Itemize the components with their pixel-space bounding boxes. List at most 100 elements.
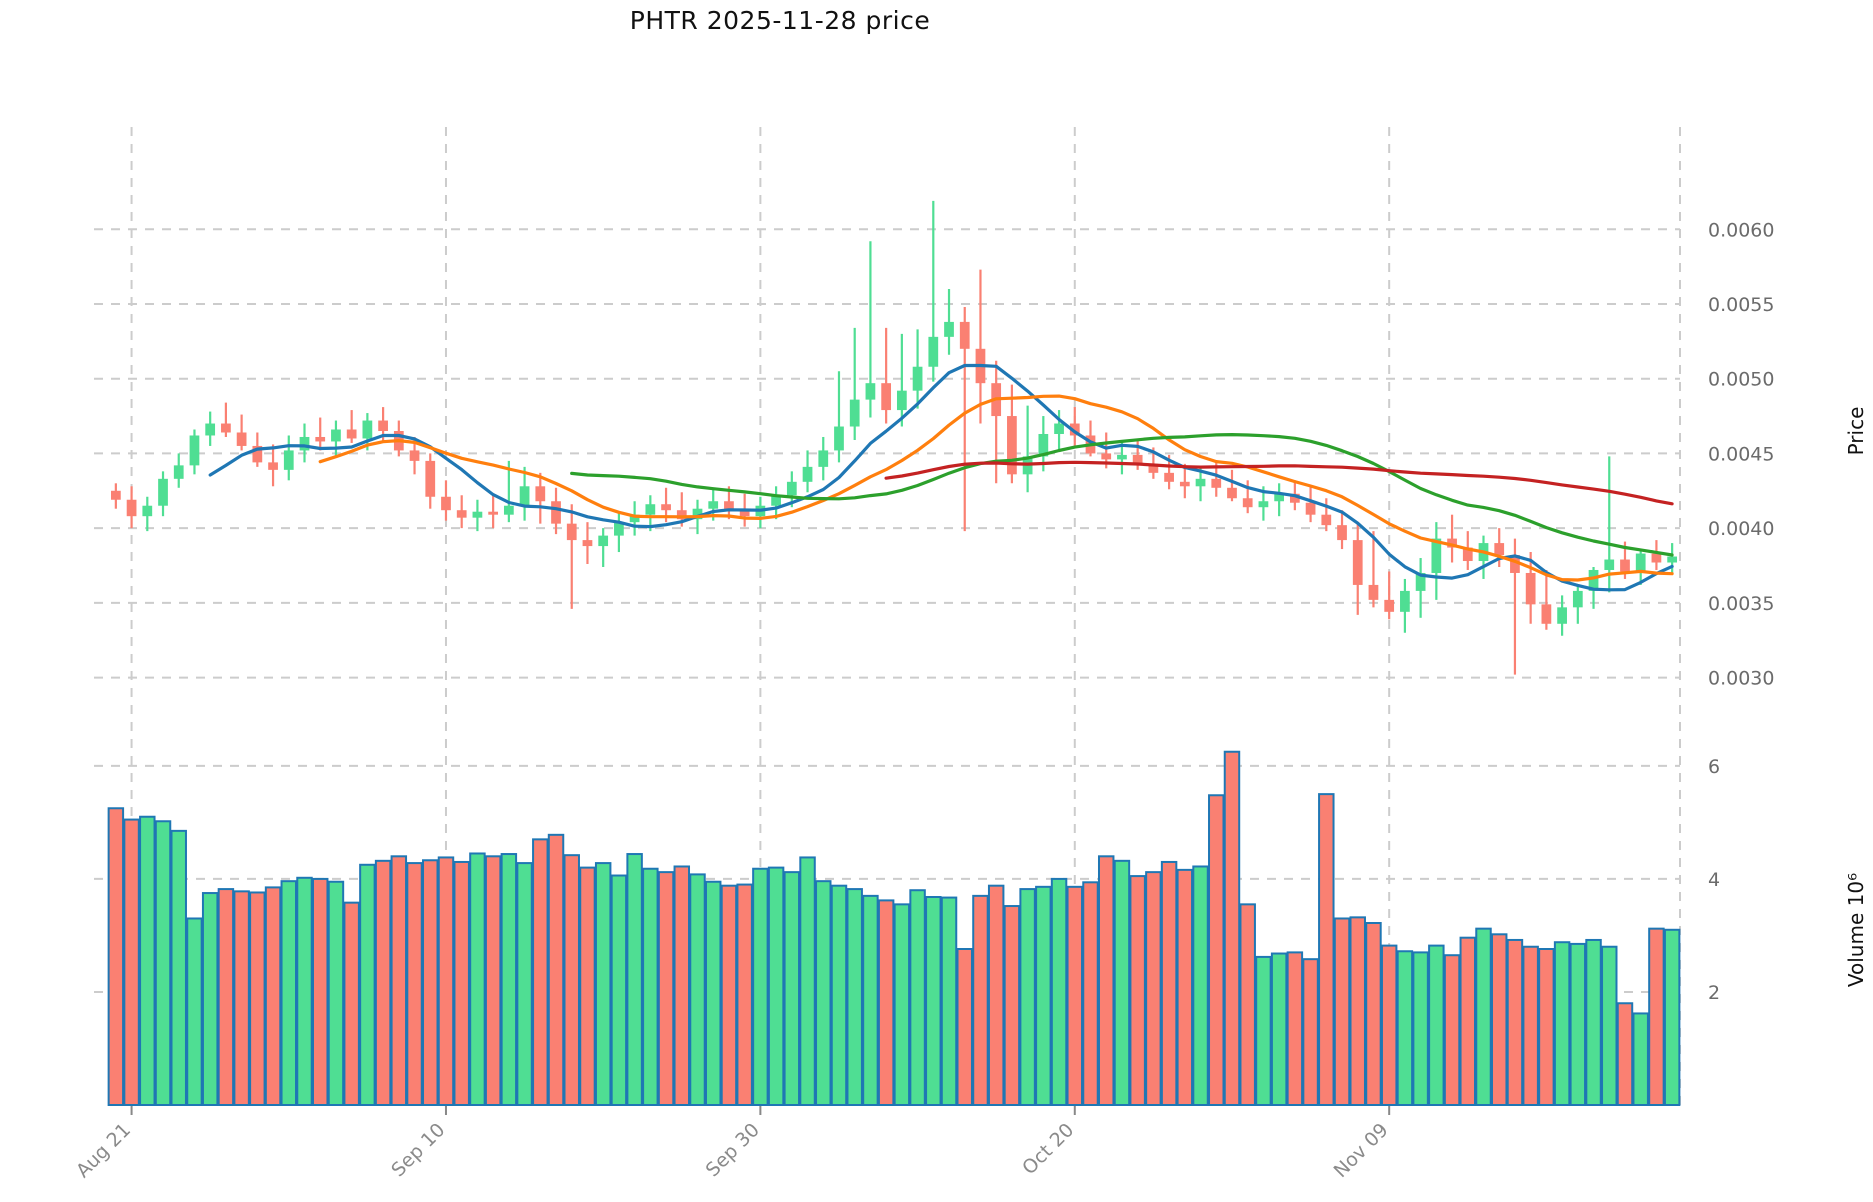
- candle-body: [1242, 498, 1253, 508]
- candle-body: [126, 499, 137, 517]
- candle-body: [802, 466, 813, 482]
- volume-tick-label: 2: [1708, 982, 1720, 1004]
- candle-body: [739, 510, 750, 517]
- candle-body: [614, 522, 624, 536]
- volume-bar: [626, 853, 643, 1106]
- chart-title: PHTR 2025-11-28 price: [629, 6, 931, 35]
- candle-body: [724, 501, 734, 511]
- volume-bar: [1490, 933, 1508, 1106]
- volume-bar: [767, 866, 785, 1107]
- candle-body: [1384, 599, 1395, 612]
- volume-bar: [1223, 750, 1241, 1106]
- volume-bar: [704, 880, 722, 1106]
- candle-body: [1588, 569, 1599, 591]
- volume-bar: [893, 903, 911, 1107]
- price-tick-label: 0.0055: [1708, 294, 1774, 316]
- volume-bar: [610, 874, 628, 1106]
- volume-bar: [437, 856, 455, 1106]
- volume-bar: [956, 948, 973, 1106]
- candle-body: [1148, 463, 1159, 473]
- candle-body: [1321, 514, 1332, 526]
- candle-body: [519, 486, 530, 506]
- price-tick-label: 0.0035: [1708, 593, 1774, 615]
- volume-axis-title: Volume 10⁶: [1844, 873, 1868, 987]
- volume-bar: [280, 880, 298, 1106]
- volume-bar: [1522, 945, 1539, 1106]
- candle-body: [158, 478, 168, 506]
- volume-bar: [752, 867, 769, 1106]
- date-tick-label: Nov 09: [1330, 1119, 1393, 1182]
- volume-bar: [642, 867, 659, 1106]
- candle-body: [551, 501, 561, 524]
- volume-tick-label: 4: [1708, 869, 1720, 891]
- volume-bar: [422, 859, 439, 1106]
- candle-body: [346, 429, 357, 439]
- volume-bar: [1255, 955, 1272, 1106]
- volume-bar: [1648, 927, 1665, 1106]
- volume-bar: [1585, 938, 1602, 1107]
- candle-body: [252, 445, 263, 463]
- candle-body: [1667, 556, 1678, 563]
- date-tick-label: Sep 30: [702, 1119, 764, 1181]
- volume-bar: [1380, 944, 1398, 1107]
- candle-body: [708, 501, 719, 509]
- candle-body: [488, 511, 499, 515]
- candle-body: [582, 540, 593, 547]
- volume-bar: [1569, 942, 1587, 1106]
- volume-bar: [343, 901, 360, 1106]
- candle-body: [1541, 604, 1552, 624]
- candle-body: [1258, 501, 1269, 508]
- volume-bar: [1632, 1012, 1649, 1106]
- volume-bar: [264, 886, 282, 1106]
- volume-bars: [107, 750, 1681, 1107]
- ma-line-30: [570, 433, 1674, 557]
- volume-bar: [815, 880, 832, 1106]
- volume-bar: [1035, 885, 1052, 1107]
- candle-body: [1352, 540, 1363, 585]
- candle-body: [1337, 525, 1347, 541]
- candle-body: [1572, 590, 1583, 608]
- volume-bar: [359, 863, 376, 1106]
- candle-body: [1447, 538, 1457, 548]
- volume-bar: [406, 862, 423, 1107]
- ma-line-50: [884, 460, 1674, 506]
- volume-bar: [563, 854, 580, 1106]
- volume-bar: [1192, 865, 1209, 1107]
- candle-body: [441, 496, 451, 511]
- volume-bar: [1113, 859, 1131, 1107]
- volume-bar: [484, 855, 502, 1106]
- candle-body: [1400, 590, 1410, 612]
- volume-bar: [532, 838, 549, 1106]
- candle-body: [472, 511, 483, 518]
- candle-body: [1195, 478, 1206, 487]
- volume-bar: [107, 807, 125, 1106]
- candle-body: [896, 390, 907, 411]
- candle-body: [268, 462, 278, 470]
- volume-bar: [673, 865, 691, 1107]
- candle-body: [1604, 559, 1615, 570]
- volume-bar: [390, 855, 408, 1106]
- candle-body: [598, 535, 609, 547]
- volume-bar: [296, 876, 313, 1106]
- volume-bar: [1208, 794, 1225, 1106]
- candle-body: [1274, 493, 1285, 502]
- candle-body: [283, 450, 294, 470]
- price-tick-label: 0.0040: [1708, 518, 1774, 540]
- candle-body: [566, 523, 577, 541]
- volume-bar: [1239, 903, 1256, 1107]
- candle-body: [299, 436, 310, 451]
- volume-bar: [1050, 877, 1068, 1106]
- volume-bar: [1082, 881, 1099, 1106]
- candle-body: [1651, 553, 1662, 563]
- candle-body: [1525, 572, 1536, 605]
- volume-bar: [736, 883, 753, 1107]
- price-tick-label: 0.0050: [1708, 369, 1774, 391]
- volume-bar: [783, 871, 801, 1106]
- candle-body: [409, 450, 420, 461]
- volume-bar: [1019, 888, 1036, 1107]
- volume-bar: [233, 890, 250, 1107]
- volume-bar: [1349, 916, 1366, 1107]
- volume-bar: [1412, 951, 1429, 1106]
- volume-bar: [846, 888, 863, 1107]
